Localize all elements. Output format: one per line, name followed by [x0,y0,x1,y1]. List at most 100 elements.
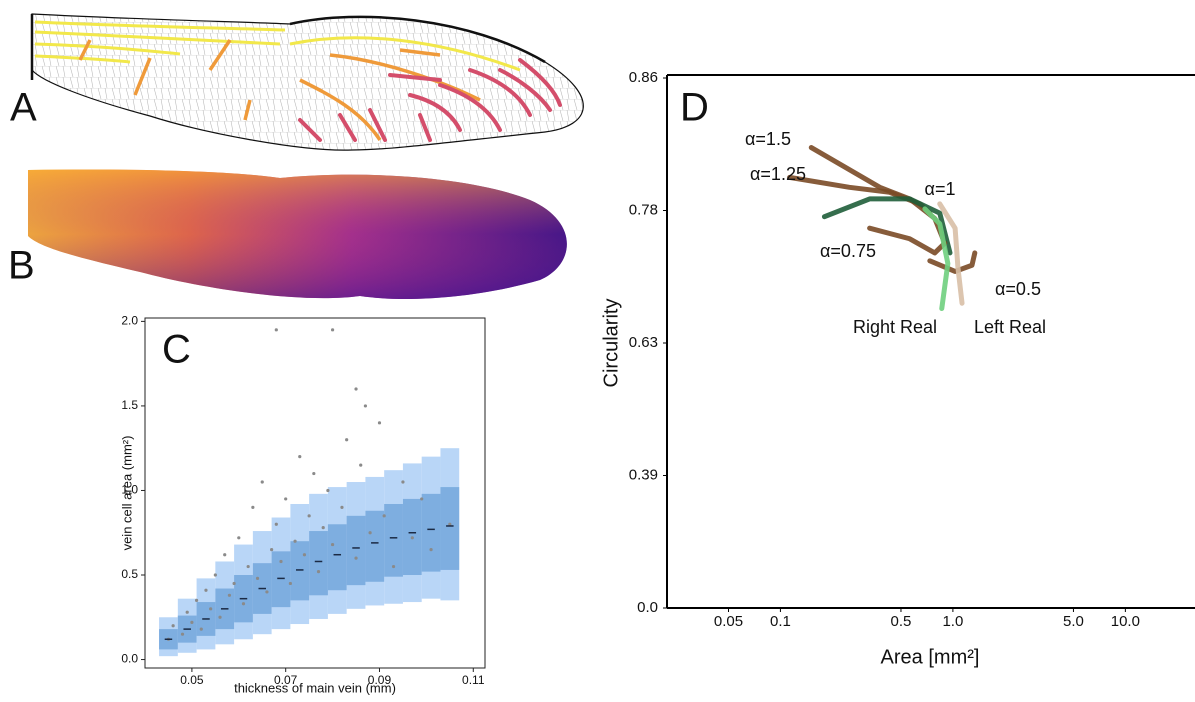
data-point [246,564,250,569]
x-tick-label: 0.11 [462,673,485,687]
data-point [363,404,368,408]
x-tick-label: 0.07 [274,673,298,687]
data-point [359,463,363,467]
series-line [787,174,933,216]
x-axis-title: Area [mm²] [881,646,980,668]
inner-band [290,541,310,601]
data-point [377,421,382,425]
inner-band [309,531,328,596]
y-tick-label: 0.0 [637,599,658,616]
x-tick-label: 0.05 [180,673,204,687]
series-line [821,196,953,256]
y-tick-label: 1.0 [121,483,138,497]
data-point [401,480,405,484]
x-tick-label: 0.09 [368,673,392,687]
data-point [288,581,292,586]
series-label: α=1 [925,179,956,199]
series-line [937,201,965,306]
data-point [274,522,278,526]
data-point [190,620,194,624]
data-point [213,573,217,577]
chart-c: 0.0 0.5 1.0 1.5 2.0 0.05 0.07 0.09 0.11 thickness… [119,314,484,696]
data-point [270,548,274,552]
data-point [209,607,213,611]
data-point [307,514,311,518]
data-point [265,590,269,594]
series-label: α=0.75 [820,241,876,261]
y-tick-label: 0.39 [629,466,658,483]
series-line [927,250,978,274]
x-tick-label: 0.1 [770,613,791,630]
y-axis-title: Circularity [600,299,622,388]
x-tick-label: 0.5 [891,613,912,630]
data-point [251,505,255,509]
data-point [227,593,232,597]
series-label: Left Real [974,317,1046,337]
data-point [260,480,264,484]
data-point [391,564,396,569]
panel-label: C [162,328,191,372]
data-point [194,598,199,602]
panel-label: A [10,86,37,130]
data-point [321,526,325,530]
x-axis-title: thickness of main vein (mm) [234,680,396,695]
data-point [410,536,414,540]
series-label: Right Real [853,317,937,337]
y-tick-label: 0.78 [629,201,658,218]
data-point [368,531,372,535]
data-point [340,505,344,509]
data-point [274,328,278,332]
data-point [330,328,335,332]
plot-frame [144,317,486,669]
data-point [232,581,236,586]
data-point [284,497,288,501]
data-point [237,536,241,540]
series-line [867,225,948,256]
data-point [241,602,246,606]
data-point [420,497,424,501]
inner-band [384,503,403,577]
data-point [185,610,189,614]
x-tick-label: 0.05 [714,613,743,630]
y-tick-label: 0.5 [121,567,138,581]
x-tick-label: 5.0 [1063,613,1084,630]
wing-venation [30,13,584,151]
data-point [326,488,330,493]
data-point [429,548,433,552]
data-point [255,576,260,580]
chart-d: 0.0 0.39 0.63 0.78 0.86 0.05 0.1 0.5 1.0 5.0 10.0 A… [600,69,1140,668]
data-point [312,471,316,476]
data-point [218,615,222,619]
y-tick-label: 1.5 [121,398,138,412]
y-tick-label: 0.86 [629,69,658,86]
inner-band [271,551,291,608]
data-point [382,514,386,518]
y-axis-title: vein cell area (mm²) [119,436,134,551]
data-point [345,438,349,442]
data-point [180,632,185,636]
y-tick-label: 0.63 [629,334,658,351]
series-label: α=1.5 [745,129,791,149]
inner-band [346,515,366,586]
data-point [302,553,307,557]
y-tick-label: 0.0 [121,652,138,666]
x-tick-label: 1.0 [942,613,963,630]
series-label: α=1.25 [750,164,806,184]
data-point [448,522,452,526]
inner-band [365,510,385,582]
data-point [223,553,227,557]
panel-label: B [8,244,35,288]
data-point [199,627,203,631]
data-point [204,588,208,592]
data-point [298,455,302,459]
series-line [922,206,951,312]
inner-band [421,493,441,572]
series-label: α=0.5 [995,279,1041,299]
data-point [354,387,358,391]
inner-band [440,487,460,570]
panel-label: D [680,86,709,130]
data-point [171,624,175,628]
data-point [354,556,358,560]
